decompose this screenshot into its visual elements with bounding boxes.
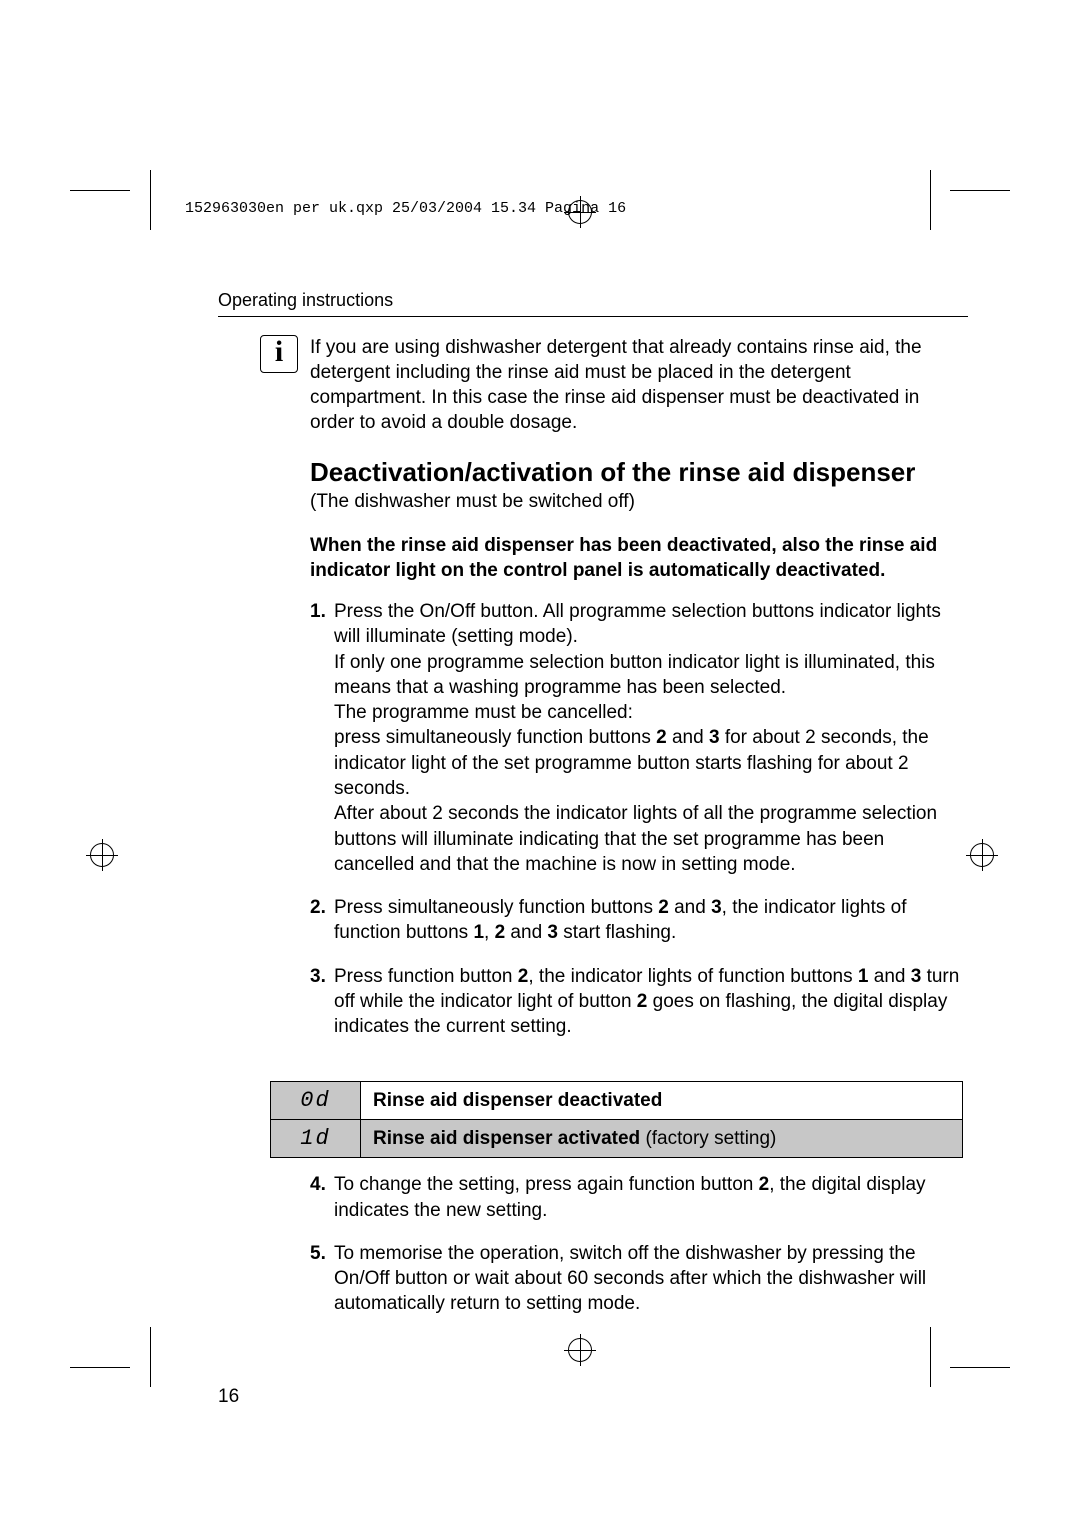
crop-mark [950,190,1010,191]
step-1: 1. Press the On/Off button. All programm… [310,599,963,877]
heading-deactivation: Deactivation/activation of the rinse aid… [310,457,963,488]
step-4: 4. To change the setting, press again fu… [310,1172,963,1223]
page-number: 16 [218,1386,239,1408]
section-header: Operating instructions [218,290,393,311]
step-2: 2. Press simultaneously function buttons… [310,895,963,946]
table-row: 1d Rinse aid dispenser activated (factor… [271,1120,963,1158]
table-row: 0d Rinse aid dispenser deactivated [271,1082,963,1120]
info-icon: i [260,335,298,373]
display-code: 0d [271,1082,361,1120]
display-desc: Rinse aid dispenser activated (factory s… [361,1120,963,1158]
bold-notice: When the rinse aid dispenser has been de… [310,533,963,583]
crop-mark [70,190,130,191]
display-code: 1d [271,1120,361,1158]
heading-sub: (The dishwasher must be switched off) [310,490,963,515]
info-paragraph: If you are using dishwasher detergent th… [310,335,963,435]
step-3: 3. Press function button 2, the indicato… [310,964,963,1040]
crop-mark [70,1367,130,1368]
header-rule [218,316,968,317]
rinse-aid-table: 0d Rinse aid dispenser deactivated 1d Ri… [270,1081,963,1158]
file-header: 152963030en per uk.qxp 25/03/2004 15.34 … [185,200,626,217]
step-5: 5. To memorise the operation, switch off… [310,1241,963,1317]
display-desc: Rinse aid dispenser deactivated [361,1082,963,1120]
crop-mark [950,1367,1010,1368]
